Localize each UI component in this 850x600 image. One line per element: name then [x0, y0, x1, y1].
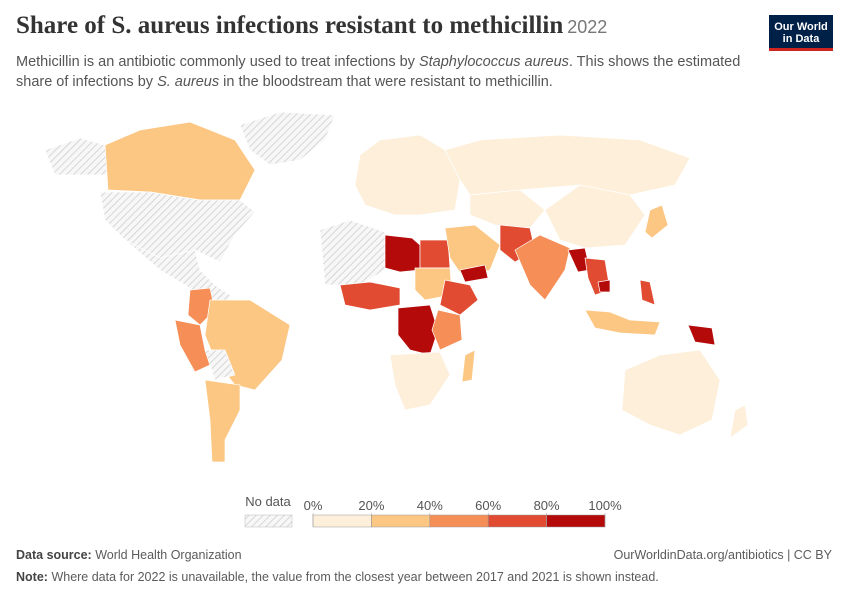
- yemen[interactable]: [459, 264, 489, 283]
- logo-line: Our World: [774, 21, 828, 33]
- madagascar[interactable]: [461, 349, 476, 383]
- japan[interactable]: [644, 204, 669, 239]
- note: Note: Where data for 2022 is unavailable…: [16, 570, 659, 584]
- note-label: Note:: [16, 570, 48, 584]
- greenland[interactable]: [239, 111, 336, 166]
- australia[interactable]: [621, 349, 721, 436]
- legend-tick-label: 80%: [534, 498, 560, 513]
- central-asia[interactable]: [469, 189, 546, 229]
- indonesia[interactable]: [584, 309, 661, 336]
- east-africa[interactable]: [431, 309, 463, 351]
- united-states[interactable]: [99, 191, 256, 263]
- logo-line: in Data: [782, 33, 820, 45]
- ethiopia[interactable]: [439, 279, 479, 316]
- title: Share of S. aureus infections resistant …: [16, 12, 607, 40]
- papua-new-guinea[interactable]: [687, 324, 716, 346]
- india[interactable]: [514, 234, 571, 301]
- no-data-label: No data: [245, 494, 291, 509]
- southern-africa[interactable]: [389, 351, 451, 411]
- new-zealand[interactable]: [729, 404, 749, 439]
- legend-swatch: [371, 514, 431, 528]
- legend-tick-label: 20%: [358, 498, 384, 513]
- source-text: World Health Organization: [95, 548, 242, 562]
- no-data-swatch: [244, 514, 293, 528]
- logo[interactable]: Our World in Data: [769, 15, 833, 51]
- west-africa[interactable]: [339, 281, 401, 311]
- europe[interactable]: [354, 134, 461, 216]
- peru[interactable]: [174, 319, 211, 373]
- subtitle: Methicillin is an antibiotic commonly us…: [16, 52, 756, 92]
- legend-tick-label: 0%: [304, 498, 323, 513]
- subtitle-part: in the bloodstream that were resistant t…: [219, 74, 553, 90]
- saudi-arabia[interactable]: [444, 224, 501, 281]
- legend-tick-label: 100%: [588, 498, 622, 513]
- legend-swatch: [487, 514, 547, 528]
- subtitle-part: Methicillin is an antibiotic commonly us…: [16, 54, 419, 70]
- subtitle-italic: Staphylococcus aureus: [418, 54, 569, 70]
- map: No data 0% 20% 40% 60% 80% 100%: [44, 111, 749, 528]
- egypt[interactable]: [419, 239, 451, 269]
- argentina[interactable]: [204, 379, 241, 463]
- philippines[interactable]: [639, 279, 656, 306]
- russia[interactable]: [444, 134, 691, 196]
- source: Data source: World Health Organization: [16, 548, 242, 562]
- subtitle-part: . This shows the estimated share of infe…: [16, 54, 741, 90]
- north-africa-west[interactable]: [319, 219, 386, 286]
- libya[interactable]: [384, 234, 421, 273]
- year: 2022: [567, 17, 608, 37]
- legend-swatch: [312, 514, 372, 528]
- legend-tick-label: 60%: [475, 498, 501, 513]
- legend-tick-label: 40%: [417, 498, 443, 513]
- url[interactable]: OurWorldinData.org/antibiotics | CC BY: [613, 548, 832, 562]
- cambodia[interactable]: [597, 279, 611, 293]
- canada[interactable]: [104, 121, 256, 201]
- subtitle-italic: S. aureus: [157, 74, 220, 90]
- bolivia[interactable]: [204, 349, 236, 381]
- china[interactable]: [544, 184, 646, 249]
- title-text: Share of S. aureus infections resistant …: [16, 12, 564, 39]
- legend-swatch: [546, 514, 606, 528]
- alaska[interactable]: [44, 137, 109, 176]
- note-text: Where data for 2022 is unavailable, the …: [51, 570, 659, 584]
- legend-swatch: [429, 514, 489, 528]
- source-label: Data source:: [16, 548, 92, 562]
